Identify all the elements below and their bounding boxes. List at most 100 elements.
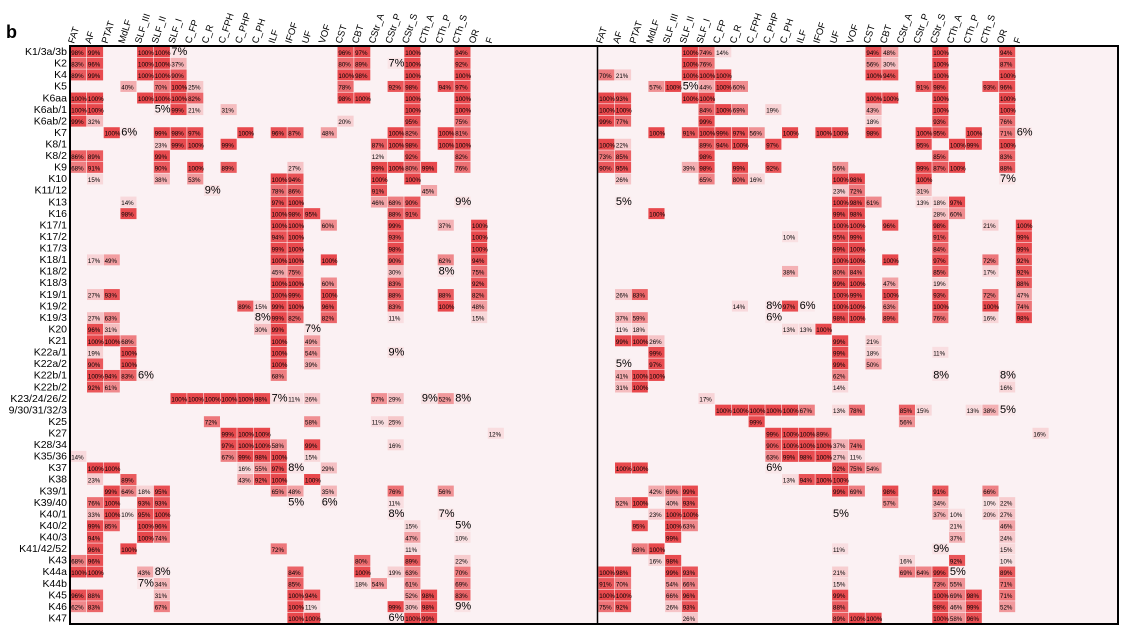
row-label: K8/1 [45,138,67,150]
heatmap-cell [87,497,104,509]
heatmap-cell [982,300,999,312]
heatmap-cell [320,219,337,231]
cell-value-label: 100% [883,96,899,103]
heatmap-cell [648,346,665,358]
heatmap-right: 100% 74% 14% 94% 48% 100% 94%100% 76% 56% 30% 100%… [598,46,1118,624]
heatmap-cell [731,161,748,173]
cell-value-label: 99% [967,605,980,612]
cell-value-label: 5% [950,566,966,578]
cell-value-label: 95% [633,524,646,531]
cell-value-label: 62% [71,605,84,612]
cell-value-label: 14% [71,454,84,461]
heatmap-cell [137,92,154,104]
cell-value-label: 44% [699,84,712,91]
heatmap-cell [471,289,488,301]
cell-value-label: 16% [238,466,251,473]
row-label: K22b/2 [34,381,67,393]
heatmap-cell [882,300,899,312]
heatmap-cell [170,69,187,81]
cell-value-label: 30% [255,327,268,334]
heatmap-cell [387,277,404,289]
heatmap-cell [782,474,799,485]
column-label: FAT [66,25,82,44]
row-label: K6ab/1 [34,104,67,116]
cell-value-label: 27% [88,293,101,300]
heatmap-cell [270,127,287,139]
cell-value-label: 100% [389,165,405,172]
cell-value-label: 39% [683,165,696,172]
heatmap-cell [187,161,204,173]
heatmap-cell [387,208,404,220]
cell-value-label: 75% [850,466,863,473]
heatmap-cell [170,393,187,405]
row-label: K6ab/2 [34,115,67,127]
heatmap-cell [798,450,815,462]
heatmap-cell [404,115,421,127]
heatmap-cell [170,127,187,139]
cell-value-label: 97% [272,200,285,207]
heatmap-cell [949,578,966,590]
heatmap-cell [404,208,421,220]
cell-value-label: 80% [733,177,746,184]
column-label: PTAT [628,20,646,45]
heatmap-cell [982,265,999,277]
cell-value-label: 98% [933,84,946,91]
cell-value-label: 86% [288,189,301,196]
heatmap-cell [765,450,782,462]
cell-value-label: 68% [121,339,134,346]
column-label: PTAT [100,20,118,45]
heatmap-cell [882,485,899,497]
cell-value-label: 68% [389,200,402,207]
cell-value-label: 92% [88,385,101,392]
cell-value-label: 100% [222,397,238,404]
cell-value-label: 99% [716,131,729,138]
heatmap-cell [103,254,120,266]
cell-value-label: 16% [1000,385,1013,392]
cell-value-label: 92% [405,154,418,161]
cell-value-label: 100% [933,96,949,103]
cell-value-label: 70% [455,570,468,577]
heatmap-cell [715,127,732,139]
cell-value-label: 98% [866,131,879,138]
cell-value-label: 19% [389,570,402,577]
cell-value-label: 99% [171,108,184,115]
cell-value-label: 75% [599,605,612,612]
heatmap-cell [648,554,665,566]
row-label: K19/1 [40,289,68,301]
row-label: K19/2 [40,300,68,312]
heatmap-cell [882,219,899,231]
heatmap-cell [287,231,304,243]
cell-value-label: 20% [338,119,351,126]
cell-value-label: 95% [917,142,930,149]
heatmap-cell [865,346,882,358]
heatmap-cell [454,601,471,613]
cell-value-label: 88% [439,293,452,300]
heatmap-cell [70,104,87,116]
cell-value-label: 11% [305,605,317,612]
column-label: SLF_I [695,17,713,45]
cell-value-label: 56% [900,420,913,427]
heatmap-cell [782,439,799,451]
heatmap-cell [404,57,421,69]
cell-value-label: 54% [372,582,385,589]
cell-value-label: 100% [649,212,665,219]
cell-value-label: 69% [850,489,863,496]
cell-value-label: 100% [455,108,471,115]
cell-value-label: 100% [405,73,421,80]
heatmap-cell [270,543,287,555]
cell-value-label: 100% [455,73,471,80]
heatmap-cell [437,138,454,150]
heatmap-cell [170,138,187,150]
heatmap-cell [437,393,454,405]
cell-value-label: 100% [666,512,682,519]
heatmap-cell [631,312,648,324]
heatmap-cell [237,474,254,485]
heatmap-cell [615,69,632,81]
column-label: F [484,36,496,45]
cell-value-label: 100% [599,142,615,149]
cell-value-label: 54% [666,582,679,589]
cell-value-label: 95% [155,489,168,496]
heatmap-cell [370,161,387,173]
